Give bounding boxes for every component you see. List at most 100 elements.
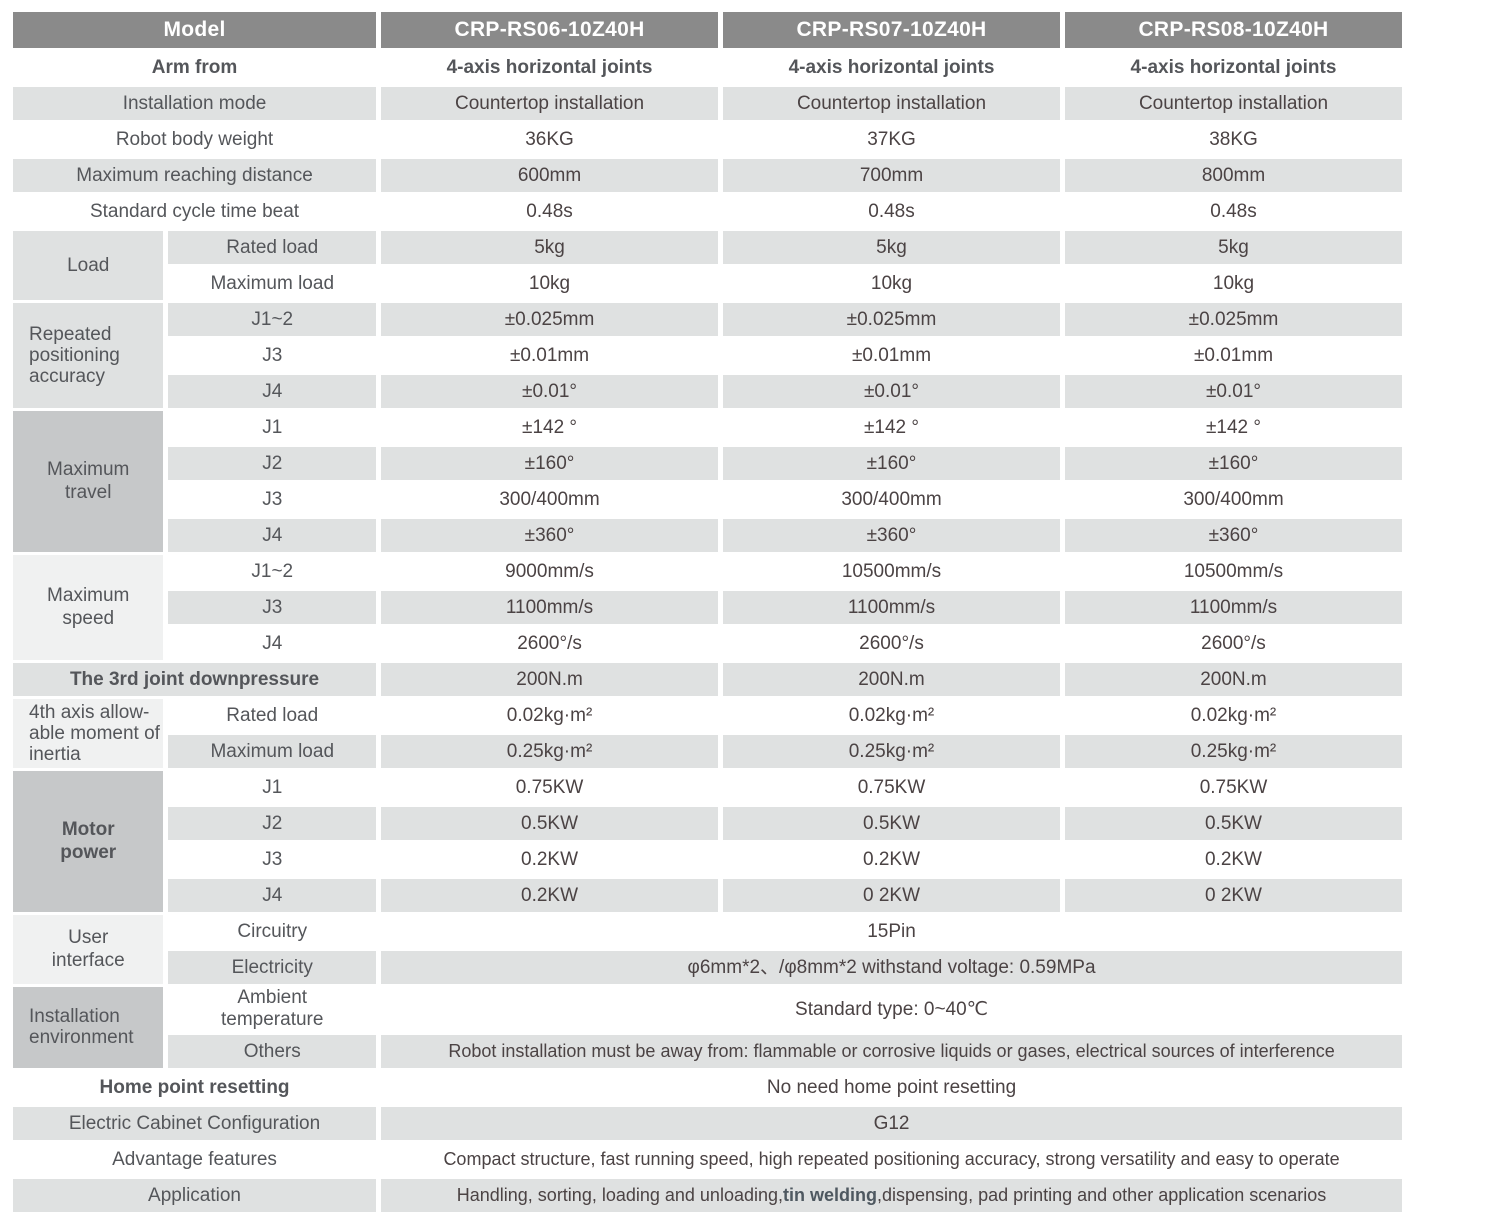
accuracy-j12-label: J1~2	[168, 303, 377, 336]
speed-j4-value-3: 2600°/s	[1201, 632, 1266, 654]
travel-j3-label: J3	[262, 488, 283, 510]
travel-j2-value-3: ±160°	[1064, 447, 1402, 480]
section-speed-label: Maximum speed	[47, 585, 130, 629]
accuracy-j3-label: J3	[262, 344, 283, 366]
row-accuracy-j3: J3 ±0.01mm ±0.01mm ±0.01mm	[13, 339, 1402, 372]
motor-j4-value-3: 0 2KW	[1064, 879, 1402, 912]
max-reach-value-2: 700mm	[723, 159, 1060, 192]
row-motor-j1: Motor power J1 0.75KW 0.75KW 0.75KW	[13, 771, 1402, 912]
row-inertia-rated: 4th axis allow-able moment of inertia Ra…	[13, 699, 1402, 768]
row-model-header: Model CRP-RS06-10Z40H CRP-RS07-10Z40H CR…	[13, 12, 1402, 48]
row-body-weight: Robot body weight 36KG 37KG 38KG	[13, 123, 1402, 156]
speed-j3-value-3: 1100mm/s	[1064, 591, 1402, 624]
row-max-reach: Maximum reaching distance 600mm 700mm 80…	[13, 159, 1402, 192]
travel-j2-value-1: ±160°	[381, 447, 719, 480]
model-name-1: CRP-RS06-10Z40H	[381, 12, 719, 48]
max-reach-value-3: 800mm	[1064, 159, 1402, 192]
arm-from-label: Arm from	[151, 56, 238, 78]
travel-j3-value-1: 300/400mm	[499, 488, 600, 510]
downpressure-value-3: 200N.m	[1064, 663, 1402, 696]
motor-j3-value-3: 0.2KW	[1204, 848, 1262, 870]
travel-j4-value-1: ±360°	[381, 519, 719, 552]
accuracy-j4-value-3: ±0.01°	[1064, 375, 1402, 408]
installation-mode-value-2: Countertop installation	[723, 87, 1060, 120]
load-rated-value-2: 5kg	[723, 231, 1060, 264]
travel-j1-value-1: ±142 °	[522, 416, 578, 438]
motor-j3-label: J3	[262, 848, 283, 870]
downpressure-label: The 3rd joint downpressure	[13, 663, 377, 696]
motor-j1-label: J1	[262, 776, 283, 798]
speed-j3-label: J3	[168, 591, 377, 624]
row-speed-j4: J4 2600°/s 2600°/s 2600°/s	[13, 627, 1402, 660]
row-env-ambient: Installation environment Ambient tempera…	[13, 987, 1402, 1068]
load-max-value-2: 10kg	[870, 272, 913, 294]
travel-j4-value-3: ±360°	[1064, 519, 1402, 552]
travel-j1-label: J1	[262, 416, 283, 438]
inertia-max-label: Maximum load	[168, 735, 377, 768]
env-others-value: Robot installation must be away from: fl…	[381, 1034, 1402, 1068]
section-environment: Installation environment	[13, 987, 164, 1068]
downpressure-value-2: 200N.m	[723, 663, 1060, 696]
motor-j1-value-2: 0.75KW	[857, 776, 926, 798]
accuracy-j4-value-2: ±0.01°	[723, 375, 1060, 408]
row-load-max: Maximum load 10kg 10kg 10kg	[13, 267, 1402, 300]
motor-j2-value-1: 0.5KW	[381, 807, 719, 840]
env-ambient-label-text: Ambient temperature	[221, 987, 324, 1031]
speed-j12-value-3: 10500mm/s	[1183, 560, 1284, 582]
accuracy-j12-value-3: ±0.025mm	[1064, 303, 1402, 336]
load-rated-value-3: 5kg	[1064, 231, 1402, 264]
home-point-value: No need home point resetting	[766, 1076, 1017, 1098]
row-inertia-max: Maximum load 0.25kg·m² 0.25kg·m² 0.25kg·…	[13, 735, 1402, 768]
ui-circuitry-value: 15Pin	[867, 920, 916, 942]
travel-j2-value-2: ±160°	[723, 447, 1060, 480]
speed-j4-value-2: 2600°/s	[859, 632, 924, 654]
arm-from-value-3: 4-axis horizontal joints	[1130, 56, 1337, 78]
body-weight-label: Robot body weight	[115, 128, 274, 150]
travel-j4-value-2: ±360°	[723, 519, 1060, 552]
row-motor-j4: J4 0.2KW 0 2KW 0 2KW	[13, 879, 1402, 912]
section-user-interface-label: User interface	[51, 927, 125, 971]
inertia-max-value-1: 0.25kg·m²	[381, 735, 719, 768]
max-reach-value-1: 600mm	[381, 159, 719, 192]
body-weight-value-3: 38KG	[1209, 128, 1258, 150]
home-point-label: Home point resetting	[99, 1076, 290, 1098]
cabinet-value: G12	[381, 1106, 1402, 1140]
ui-circuitry-label: Circuitry	[237, 920, 308, 942]
speed-j4-value-1: 2600°/s	[517, 632, 582, 654]
speed-j3-value-2: 1100mm/s	[723, 591, 1060, 624]
section-inertia: 4th axis allow-able moment of inertia	[13, 699, 164, 768]
application-value-pre: Handling, sorting, loading and unloading…	[456, 1185, 783, 1206]
section-speed: Maximum speed	[13, 555, 164, 660]
ui-electricity-value: φ6mm*2、/φ8mm*2 withstand voltage: 0.59MP…	[381, 951, 1402, 984]
row-travel-j4: J4 ±360° ±360° ±360°	[13, 519, 1402, 552]
accuracy-j4-value-1: ±0.01°	[381, 375, 719, 408]
row-application: Application Handling, sorting, loading a…	[13, 1178, 1402, 1212]
row-ui-circuitry: User interface Circuitry 15Pin	[13, 915, 1402, 984]
accuracy-j3-value-1: ±0.01mm	[510, 344, 590, 366]
travel-j3-value-2: 300/400mm	[841, 488, 942, 510]
cycle-time-value-1: 0.48s	[526, 200, 573, 222]
cycle-time-label: Standard cycle time beat	[89, 200, 300, 222]
body-weight-value-2: 37KG	[867, 128, 916, 150]
motor-j2-value-3: 0.5KW	[1064, 807, 1402, 840]
load-max-label: Maximum load	[210, 272, 335, 294]
inertia-max-value-2: 0.25kg·m²	[723, 735, 1060, 768]
section-load: Load	[13, 231, 164, 300]
motor-j3-value-2: 0.2KW	[862, 848, 921, 870]
row-downpressure: The 3rd joint downpressure 200N.m 200N.m…	[13, 663, 1402, 696]
travel-j3-value-3: 300/400mm	[1183, 488, 1284, 510]
advantage-value: Compact structure, fast running speed, h…	[443, 1149, 1340, 1170]
max-reach-label: Maximum reaching distance	[13, 159, 377, 192]
inertia-rated-value-3: 0.02kg·m²	[1190, 704, 1277, 726]
row-load-rated: Load Rated load 5kg 5kg 5kg	[13, 231, 1402, 300]
body-weight-value-1: 36KG	[525, 128, 574, 150]
row-env-others: Others Robot installation must be away f…	[13, 1034, 1402, 1068]
spec-table: Model CRP-RS06-10Z40H CRP-RS07-10Z40H CR…	[8, 9, 1407, 1215]
row-arm-from: Arm from 4-axis horizontal joints 4-axis…	[13, 51, 1402, 84]
row-motor-j2: J2 0.5KW 0.5KW 0.5KW	[13, 807, 1402, 840]
motor-j1-value-3: 0.75KW	[1199, 776, 1268, 798]
cabinet-label: Electric Cabinet Configuration	[13, 1106, 377, 1140]
application-label: Application	[13, 1178, 377, 1212]
section-travel-label: Maximum travel	[47, 459, 130, 503]
installation-mode-value-1: Countertop installation	[381, 87, 719, 120]
